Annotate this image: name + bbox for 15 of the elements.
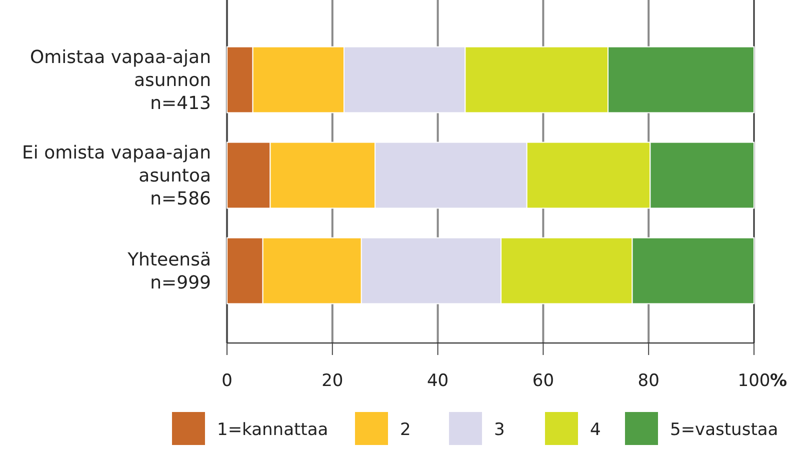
x-tick-label: 60 [532,371,554,391]
x-tick-label: 100 [738,371,770,391]
x-tick-label: 0 [222,371,232,391]
legend-label: 3 [494,420,505,440]
y-tick-label: Ei omista vapaa-ajan asuntoa n=586 [22,142,211,210]
x-axis-title: % [770,371,788,391]
y-tick-label: Yhteensä n=999 [126,249,211,294]
x-tick-label: 20 [322,371,344,391]
legend-label: 5=vastustaa [670,420,778,440]
x-tick-label: 40 [426,371,449,391]
x-tick-label: 80 [638,371,660,391]
legend-label: 4 [590,420,601,440]
legend-label: 2 [400,420,411,440]
legend-label: 1=kannattaa [217,420,328,440]
y-tick-label: Omistaa vapaa-ajan asunnon n=413 [30,46,211,114]
